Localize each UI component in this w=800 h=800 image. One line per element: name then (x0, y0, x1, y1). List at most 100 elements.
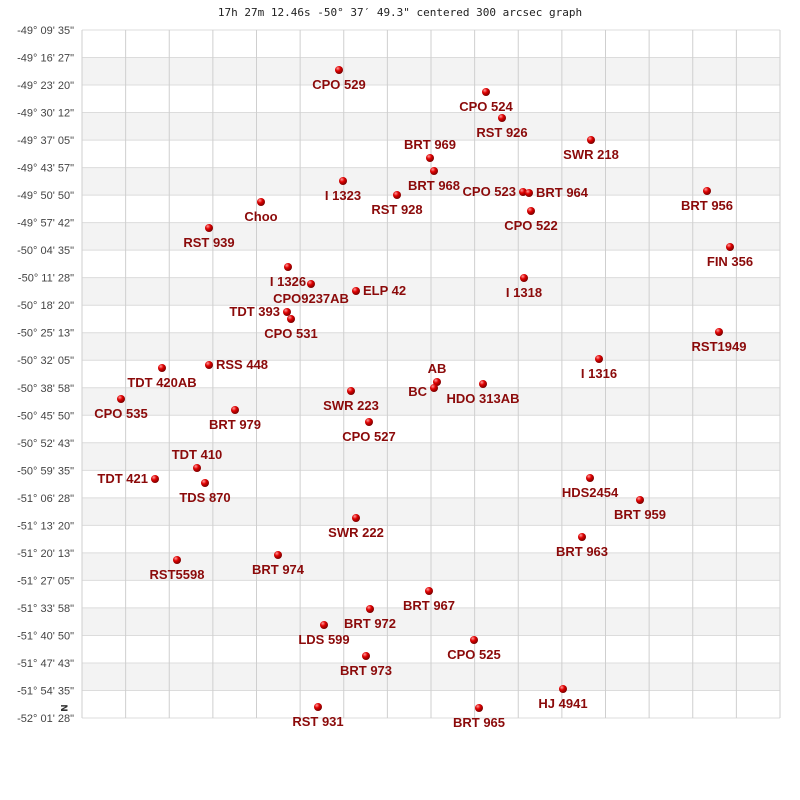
y-tick-label: -51° 54' 35" (17, 685, 74, 697)
star-point (117, 395, 125, 403)
star-label: RST 931 (292, 714, 343, 729)
y-tick-label: -50° 18' 20" (17, 300, 74, 312)
star-point (151, 475, 159, 483)
star-point (525, 189, 533, 197)
star-point (352, 514, 360, 522)
star-point (335, 66, 343, 74)
star-label: TDT 410 (172, 447, 223, 462)
star-point (426, 154, 434, 162)
star-point (314, 703, 322, 711)
y-tick-label: -50° 04' 35" (17, 245, 74, 257)
star-point (520, 274, 528, 282)
star-label: HDO 313AB (447, 391, 520, 406)
star-label: CPO 523 (463, 184, 516, 199)
star-point (307, 280, 315, 288)
chart-title: 17h 27m 12.46s -50° 37′ 49.3" centered 3… (217, 6, 583, 19)
star-label: I 1326 (270, 274, 306, 289)
y-tick-label: -49° 50' 50" (17, 190, 74, 202)
star-label: I 1323 (325, 188, 361, 203)
y-tick-label: -50° 11' 28" (18, 273, 74, 285)
star-label: RST 926 (476, 125, 527, 140)
star-label: CPO 535 (94, 406, 147, 421)
star-label: RST 928 (371, 202, 422, 217)
star-label: RST1949 (692, 339, 747, 354)
y-tick-label: -50° 45' 50" (17, 410, 74, 422)
star-point (430, 384, 438, 392)
star-point (173, 556, 181, 564)
star-label: I 1316 (581, 366, 617, 381)
star-label: ELP 42 (363, 283, 406, 298)
star-point (393, 191, 401, 199)
y-tick-label: -51° 40' 50" (17, 630, 74, 642)
star-label: BRT 979 (209, 417, 261, 432)
star-label: TDT 421 (97, 471, 148, 486)
star-point (433, 378, 441, 386)
star-point (425, 587, 433, 595)
y-tick-label: -49° 37' 05" (17, 135, 74, 147)
star-label: BRT 967 (403, 598, 455, 613)
star-point (205, 361, 213, 369)
star-point (339, 177, 347, 185)
star-point (726, 243, 734, 251)
star-point (636, 496, 644, 504)
star-point (527, 207, 535, 215)
star-label: HDS2454 (562, 485, 619, 500)
y-tick-label: -51° 06' 28" (17, 493, 74, 505)
y-tick-label: -49° 30' 12" (17, 108, 74, 120)
star-label: BRT 963 (556, 544, 608, 559)
star-point (479, 380, 487, 388)
star-label: RST 939 (183, 235, 234, 250)
star-point (320, 621, 328, 629)
star-point (287, 315, 295, 323)
star-label: CPO 529 (312, 77, 365, 92)
star-point (703, 187, 711, 195)
star-label: Choo (244, 209, 277, 224)
star-point (430, 167, 438, 175)
star-point (578, 533, 586, 541)
star-point (274, 551, 282, 559)
star-point (715, 328, 723, 336)
star-point (595, 355, 603, 363)
north-marker: N (58, 704, 68, 712)
star-point (283, 308, 291, 316)
star-point (231, 406, 239, 414)
star-label: LDS 599 (298, 632, 349, 647)
star-label: BRT 965 (453, 715, 505, 730)
star-label: BRT 968 (408, 178, 460, 193)
star-label: CPO 525 (447, 647, 500, 662)
star-label: TDT 393 (229, 304, 280, 319)
y-tick-label: -52° 01' 28" (17, 713, 74, 725)
star-point (205, 224, 213, 232)
star-point (559, 685, 567, 693)
y-tick-label: -50° 38' 58" (17, 383, 74, 395)
star-label: BRT 964 (536, 185, 589, 200)
star-point (482, 88, 490, 96)
star-point (362, 652, 370, 660)
star-label: SWR 218 (563, 147, 619, 162)
star-label: BRT 959 (614, 507, 666, 522)
star-label: BRT 972 (344, 616, 396, 631)
star-point (365, 418, 373, 426)
star-point (193, 464, 201, 472)
star-label: BC (408, 384, 427, 399)
star-point (366, 605, 374, 613)
star-point (352, 287, 360, 295)
star-label: SWR 223 (323, 398, 379, 413)
y-tick-label: -51° 13' 20" (17, 520, 74, 532)
star-label: BRT 973 (340, 663, 392, 678)
y-tick-label: -51° 47' 43" (17, 658, 74, 670)
star-point (498, 114, 506, 122)
star-label: CPO 527 (342, 429, 395, 444)
star-label: BRT 969 (404, 137, 456, 152)
star-point (284, 263, 292, 271)
y-tick-label: -51° 33' 58" (17, 603, 74, 615)
y-tick-label: -50° 52' 43" (17, 438, 74, 450)
y-tick-label: -50° 32' 05" (17, 355, 74, 367)
star-point (470, 636, 478, 644)
star-label: TDT 420AB (127, 375, 196, 390)
star-label: BRT 974 (252, 562, 305, 577)
y-tick-label: -51° 27' 05" (17, 575, 74, 587)
y-tick-label: -49° 23' 20" (17, 80, 74, 92)
y-tick-label: -50° 59' 35" (17, 465, 74, 477)
star-point (201, 479, 209, 487)
